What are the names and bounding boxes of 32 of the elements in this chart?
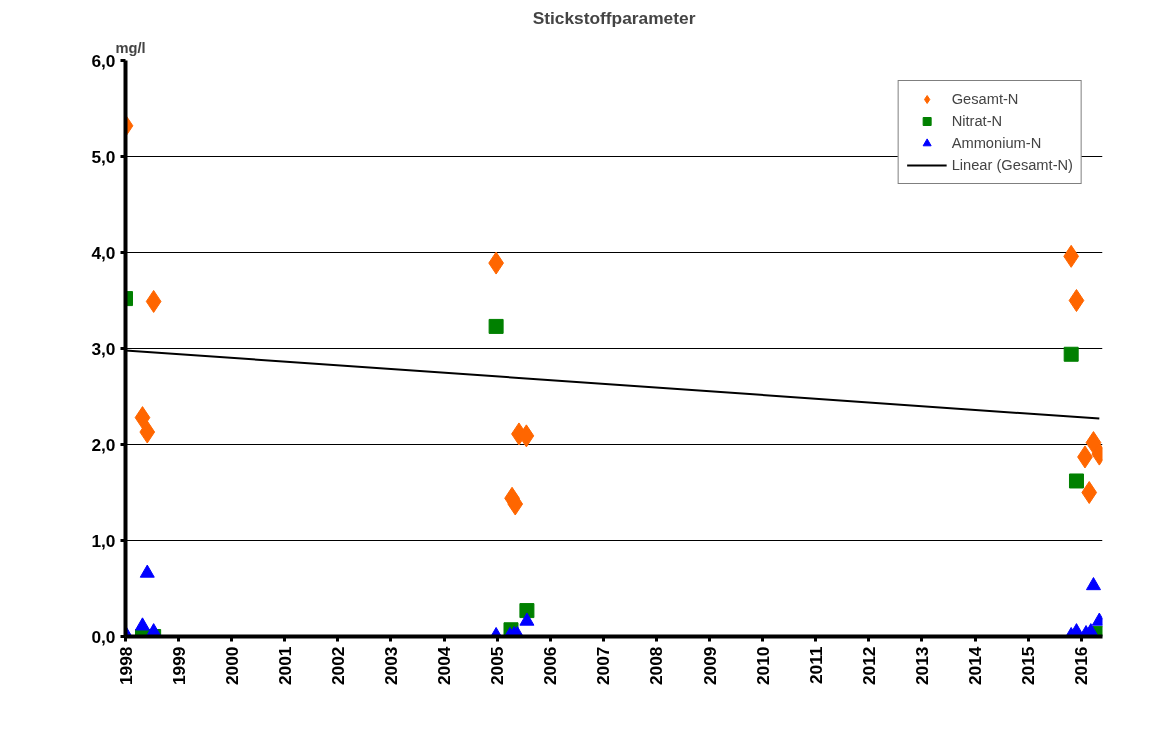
x-tick-label: 2016 [1071,646,1092,686]
y-tick-label: 1,0 [91,530,116,551]
x-tick-label: 2002 [327,646,348,686]
x-tick-label: 2011 [805,646,826,685]
legend-label: Gesamt-N [951,91,1019,107]
x-tick-label: 1998 [115,646,136,686]
x-tick-label: 2012 [858,646,879,686]
x-tick-label: 2015 [1018,646,1039,686]
y-tick-label: 2,0 [91,434,116,455]
chart-title: Stickstoffparameter [532,7,696,28]
x-tick-label: 2004 [434,646,455,686]
x-tick-label: 2003 [380,646,401,686]
x-tick-label: 2009 [699,646,720,686]
y-tick-label: 5,0 [91,146,116,167]
x-tick-label: 2014 [965,646,986,686]
y-tick-label: 0,0 [91,626,116,647]
legend-label: Linear (Gesamt-N) [951,157,1073,173]
x-tick-label: 2005 [487,646,508,686]
y-tick-label: 3,0 [91,338,116,359]
x-tick-label: 1999 [168,646,189,686]
legend-label: Ammonium-N [951,135,1042,151]
x-tick-label: 2008 [646,646,667,686]
x-tick-label: 2001 [274,646,295,686]
y-tick-label: 6,0 [91,50,116,71]
x-tick-label: 2006 [540,646,561,686]
x-tick-label: 2000 [221,646,242,686]
y-tick-label: 4,0 [91,242,116,263]
legend-label: Nitrat-N [951,113,1003,129]
y-axis-title: mg/l [115,39,146,56]
x-tick-label: 2010 [752,646,773,686]
x-tick-label: 2007 [593,646,614,686]
x-tick-label: 2013 [911,646,932,686]
